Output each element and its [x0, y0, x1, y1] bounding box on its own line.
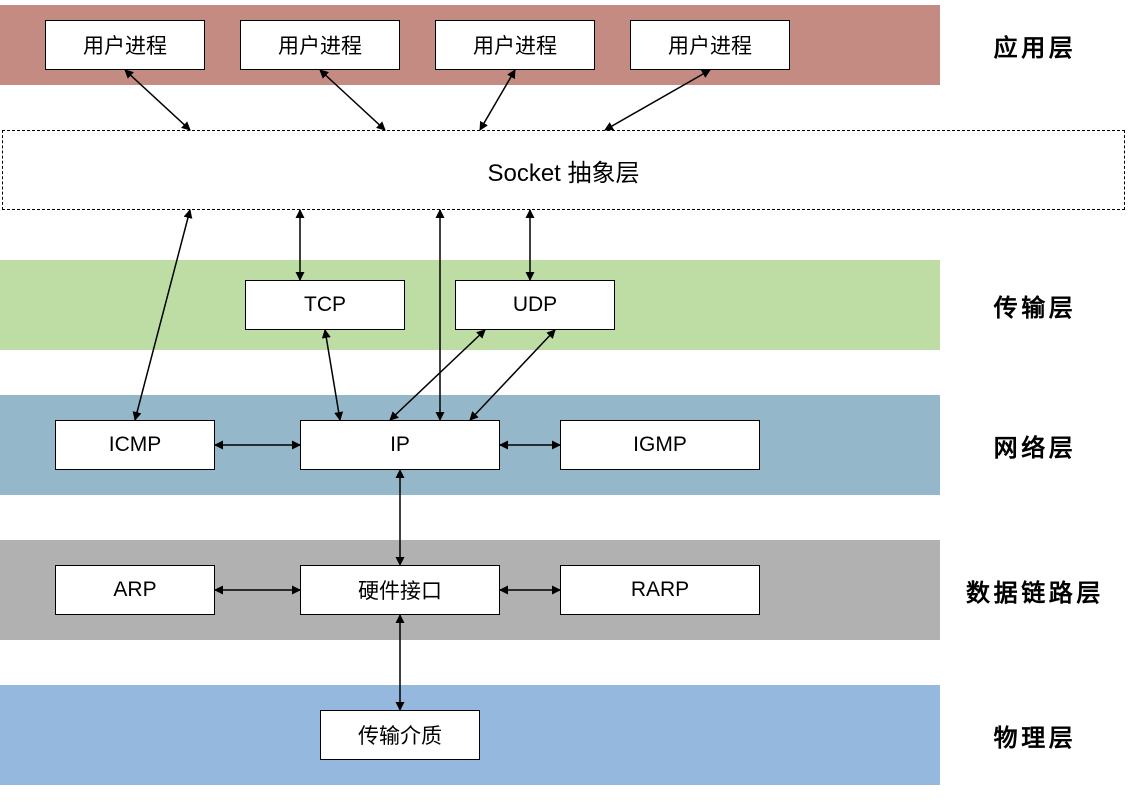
node-u4: 用户进程	[630, 20, 790, 70]
node-u3: 用户进程	[435, 20, 595, 70]
layer-label-app: 应用层	[955, 5, 1115, 85]
socket-abstraction-layer: Socket 抽象层	[2, 130, 1125, 210]
node-u1: 用户进程	[45, 20, 205, 70]
node-hw: 硬件接口	[300, 565, 500, 615]
layer-label-net: 网络层	[955, 395, 1115, 495]
node-rarp: RARP	[560, 565, 760, 615]
node-igmp: IGMP	[560, 420, 760, 470]
node-ip: IP	[300, 420, 500, 470]
layer-label-phys: 物理层	[955, 685, 1115, 785]
node-udp: UDP	[455, 280, 615, 330]
node-med: 传输介质	[320, 710, 480, 760]
layer-label-xport: 传输层	[955, 260, 1115, 350]
node-u2: 用户进程	[240, 20, 400, 70]
network-layers-diagram: 应用层传输层网络层数据链路层物理层Socket 抽象层用户进程用户进程用户进程用…	[0, 0, 1128, 803]
node-icmp: ICMP	[55, 420, 215, 470]
node-arp: ARP	[55, 565, 215, 615]
layer-label-link: 数据链路层	[955, 540, 1115, 640]
node-tcp: TCP	[245, 280, 405, 330]
